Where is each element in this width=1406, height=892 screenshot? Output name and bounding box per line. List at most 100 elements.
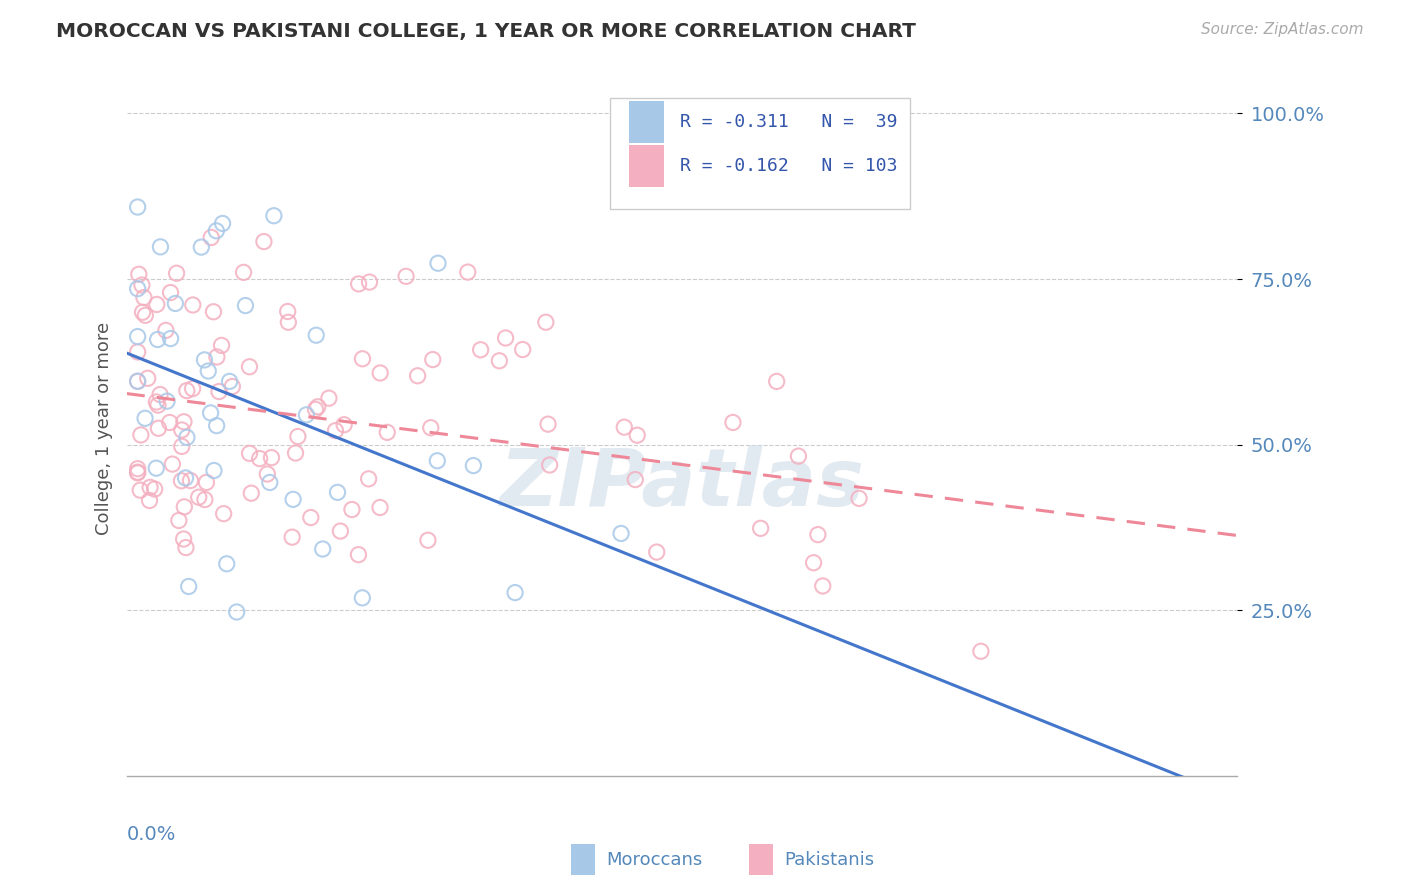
Text: Source: ZipAtlas.com: Source: ZipAtlas.com — [1201, 22, 1364, 37]
Point — [132, 291, 155, 305]
Point — [368, 500, 391, 515]
Point — [325, 424, 347, 438]
Point — [194, 492, 217, 507]
Point — [457, 265, 479, 279]
Point — [811, 579, 834, 593]
Point — [318, 391, 340, 405]
Point — [340, 502, 363, 516]
Point — [419, 421, 441, 435]
Point — [295, 408, 318, 422]
Point — [165, 296, 187, 310]
Point — [624, 473, 647, 487]
Point — [162, 457, 184, 471]
Point — [235, 299, 257, 313]
Point — [512, 343, 534, 357]
Point — [127, 465, 149, 479]
Point — [145, 395, 167, 409]
Point — [181, 298, 204, 312]
Point — [127, 200, 149, 214]
Point — [333, 417, 356, 432]
Point — [470, 343, 492, 357]
Point — [202, 305, 225, 319]
Point — [197, 364, 219, 378]
Text: Moroccans: Moroccans — [606, 851, 703, 869]
Point — [187, 490, 209, 504]
Point — [212, 507, 235, 521]
Point — [284, 446, 307, 460]
Point — [155, 323, 177, 337]
Point — [176, 384, 198, 398]
Point — [131, 305, 153, 319]
Point — [312, 541, 335, 556]
Point — [211, 217, 233, 231]
Point — [238, 446, 260, 460]
Point — [195, 475, 218, 490]
Point — [256, 467, 278, 481]
Point — [139, 480, 162, 494]
Point — [127, 466, 149, 480]
Point — [281, 492, 304, 507]
Point — [149, 387, 172, 401]
Point — [146, 398, 169, 412]
Point — [170, 474, 193, 488]
Point — [406, 368, 429, 383]
Point — [537, 417, 560, 432]
Point — [148, 421, 170, 435]
Point — [238, 359, 260, 374]
Point — [359, 275, 381, 289]
Point — [426, 454, 449, 468]
Point — [215, 557, 238, 571]
Point — [170, 423, 193, 437]
Point — [352, 351, 374, 366]
Point — [193, 352, 215, 367]
Point — [645, 545, 668, 559]
Point — [170, 439, 193, 453]
Point — [146, 333, 169, 347]
Point — [626, 428, 648, 442]
FancyBboxPatch shape — [571, 844, 595, 875]
Point — [463, 458, 485, 473]
Point — [503, 585, 526, 599]
Point — [357, 472, 380, 486]
Point — [427, 256, 450, 270]
Point — [145, 461, 167, 475]
Point — [488, 353, 510, 368]
Point — [149, 240, 172, 254]
Point — [787, 449, 810, 463]
Point — [538, 458, 561, 472]
Point — [807, 527, 830, 541]
Point — [534, 315, 557, 329]
Point — [287, 429, 309, 443]
Point — [352, 591, 374, 605]
Point — [304, 402, 326, 417]
Point — [253, 235, 276, 249]
Point — [422, 352, 444, 367]
Point — [159, 332, 181, 346]
Point — [173, 532, 195, 546]
Point — [347, 277, 370, 291]
Point — [127, 282, 149, 296]
Point — [127, 345, 149, 359]
Point — [765, 375, 787, 389]
Text: R = -0.162   N = 103: R = -0.162 N = 103 — [679, 157, 897, 175]
FancyBboxPatch shape — [748, 844, 773, 875]
Point — [848, 491, 870, 506]
Text: R = -0.311   N =  39: R = -0.311 N = 39 — [679, 113, 897, 131]
Point — [127, 374, 149, 388]
Point — [129, 483, 152, 498]
Point — [146, 297, 169, 311]
Point — [395, 269, 418, 284]
Point — [211, 338, 233, 352]
Point — [202, 463, 225, 477]
Point — [179, 474, 201, 488]
Point — [240, 486, 263, 500]
FancyBboxPatch shape — [628, 145, 664, 186]
Point — [166, 266, 188, 280]
Point — [208, 384, 231, 399]
Point — [176, 430, 198, 444]
Point — [375, 425, 398, 440]
Point — [613, 420, 636, 434]
Point — [127, 461, 149, 475]
Point — [305, 328, 328, 343]
Point — [200, 230, 222, 244]
